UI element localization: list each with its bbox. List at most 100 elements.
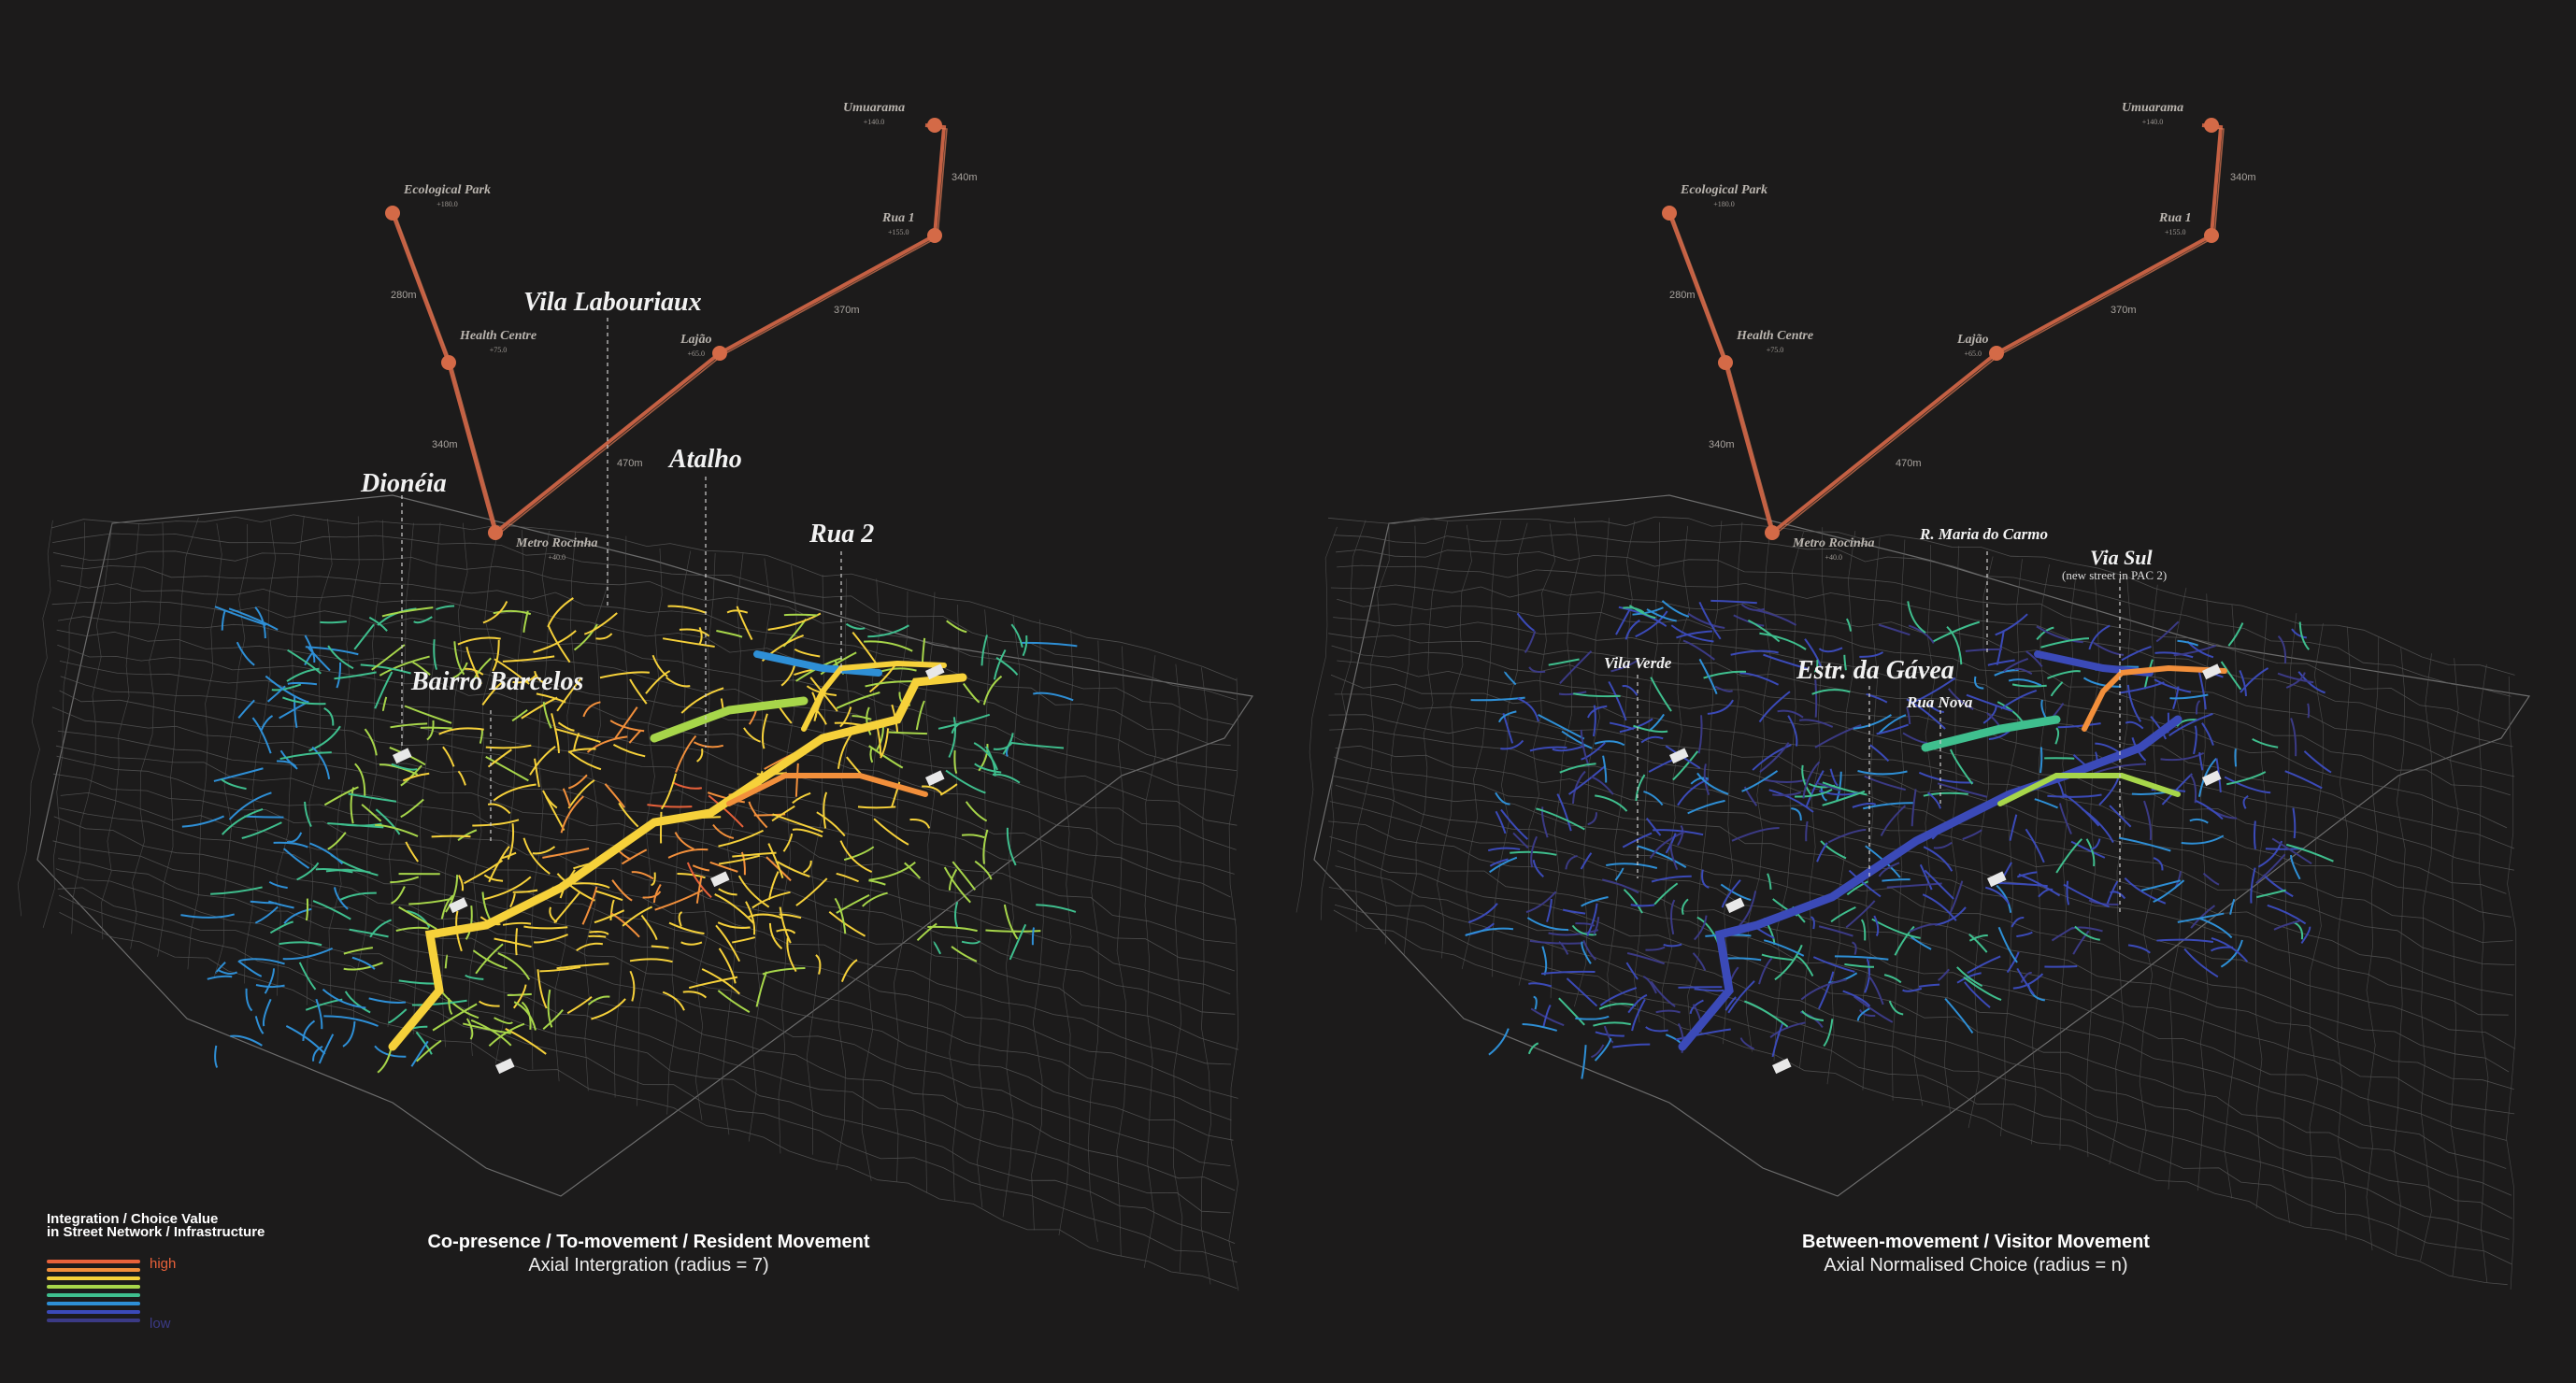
street-segment (222, 808, 264, 835)
street-segment (2252, 737, 2279, 749)
street-segment (2050, 681, 2064, 697)
street-segment (323, 1015, 379, 1027)
street-segment (726, 609, 749, 614)
street-segment (390, 876, 420, 884)
street-segment (680, 941, 703, 946)
street-segment (2009, 814, 2018, 841)
street-segment (1994, 668, 2019, 677)
street-segment (1818, 925, 1853, 937)
street-segment (1022, 634, 1028, 657)
street-segment (342, 1020, 356, 1048)
street-segment (1522, 1023, 1557, 1032)
street-segment (1906, 698, 1946, 730)
street-segment (2290, 718, 2297, 757)
street-segment (688, 976, 738, 990)
street-segment (951, 946, 978, 962)
street-segment (2143, 800, 2153, 841)
street-segment (1489, 856, 1518, 874)
street-segment (1542, 1004, 1552, 1028)
street-segment (1581, 1045, 1587, 1079)
station-health-right-elevation: +75.0 (1766, 346, 1784, 354)
street-segment (2189, 774, 2197, 804)
street-segment (840, 959, 858, 982)
legend-bar (47, 1310, 140, 1314)
street-segment (542, 790, 558, 809)
street-segment (1932, 620, 1981, 643)
street-segment (475, 943, 504, 975)
street-segment (245, 988, 253, 1012)
street-segment (2234, 749, 2238, 767)
terrain-mesh-line (1295, 526, 1338, 913)
street-segment (1558, 691, 1587, 696)
street-segment (982, 675, 1003, 706)
street-segment (2211, 936, 2249, 962)
station-building (710, 871, 730, 888)
station-lajao: Lajão +65.0 (680, 333, 711, 361)
station-metro-rocinha: Metro Rocinha +40.0 (516, 536, 598, 564)
street-segment (1777, 709, 1804, 719)
street-segment (302, 1019, 316, 1041)
terrain-mesh-line (2309, 622, 2324, 1227)
street-segment (537, 969, 548, 1009)
street-segment (2118, 836, 2171, 852)
street-segment (1593, 1021, 1631, 1027)
street-segment (334, 671, 377, 680)
street-segment (1677, 824, 1684, 847)
street-segment (228, 791, 272, 820)
street-segment (748, 801, 768, 829)
street-segment (1495, 810, 1507, 834)
terrain-mesh-line (42, 521, 85, 928)
street-segment (2201, 722, 2214, 746)
street-segment (1946, 626, 1963, 665)
street-segment (1761, 953, 1793, 962)
street-segment (1752, 744, 1792, 771)
street-segment (472, 819, 520, 827)
street-segment (2290, 855, 2301, 880)
street-segment (1968, 934, 1988, 953)
street-segment (2012, 973, 2044, 990)
street-segment (1787, 715, 1798, 747)
label-bairro-barcelos: Bairro Barcelos (411, 667, 584, 696)
terrain-mesh-line (1826, 531, 1856, 1085)
label-vila-labouriaux: Vila Labouriaux (523, 288, 702, 317)
street-segment (621, 848, 648, 865)
street-segment (2285, 843, 2334, 863)
street-segment (1923, 846, 1953, 872)
street-segment (629, 958, 673, 963)
street-segment (745, 901, 756, 935)
terrain-mesh-line (2450, 658, 2459, 1277)
street-segment (1650, 677, 1672, 712)
distance-370-right: 370m (2111, 305, 2137, 316)
street-segment (873, 818, 909, 846)
street-segment (553, 891, 580, 924)
street-segment (609, 899, 615, 921)
station-umuarama: Umuarama +140.0 (843, 101, 905, 129)
street-segment (465, 1018, 474, 1040)
street-segment (1907, 601, 1926, 634)
station-eco-right-line2: Park (1740, 183, 1767, 197)
street-segment (1627, 993, 1648, 1014)
label-r-maria-do-carmo: R. Maria do Carmo (1920, 525, 2048, 543)
terrain-contour (1335, 745, 2509, 1016)
street-segment (980, 634, 988, 666)
street-segment (845, 622, 866, 630)
street-segment (2297, 671, 2326, 694)
street-segment (412, 661, 431, 676)
street-segment (2263, 874, 2294, 898)
street-segment (1949, 880, 1964, 915)
street-segment (767, 871, 780, 901)
street-segment (1935, 906, 1967, 926)
street-segment (1622, 684, 1639, 696)
street-segment (1002, 733, 1014, 755)
street-segment (1820, 787, 1827, 802)
street-segment (1645, 946, 1666, 951)
distance-470: 470m (617, 458, 643, 469)
main-road (1997, 773, 2181, 806)
street-segment (567, 750, 602, 771)
street-segment (1533, 995, 1538, 1010)
terrain-contour (51, 601, 1235, 797)
street-segment (916, 922, 937, 942)
street-segment (1678, 986, 1723, 989)
station-eco-line2: Park (464, 183, 491, 197)
street-segment (974, 763, 1002, 774)
